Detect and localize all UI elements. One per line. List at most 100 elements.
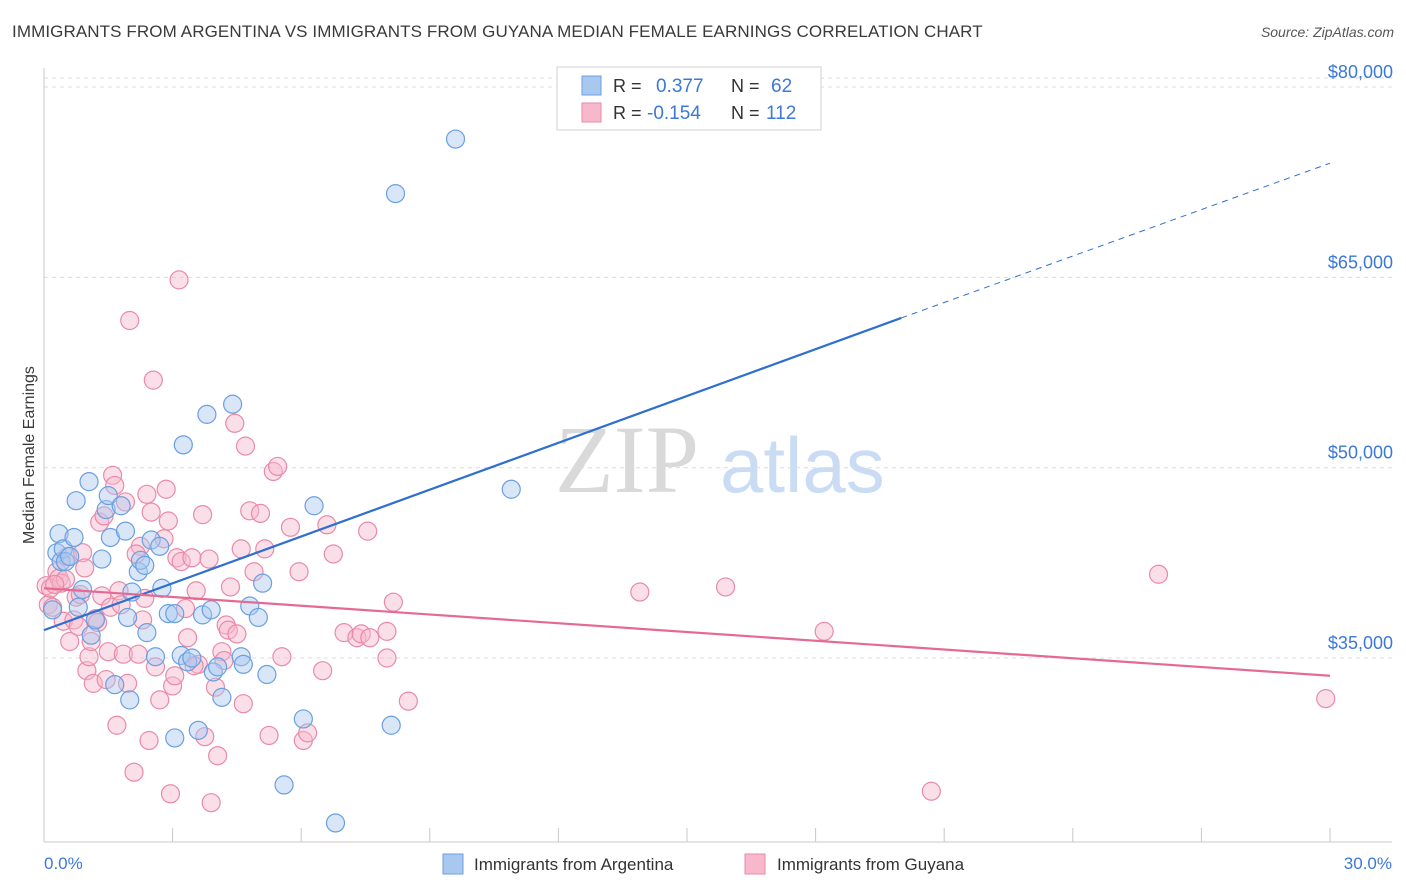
trend-lines [43, 162, 1331, 677]
point-argentina [98, 486, 118, 506]
point-argentina [325, 813, 346, 833]
point-guyana [377, 648, 397, 668]
point-guyana [205, 677, 226, 697]
point-guyana [383, 592, 403, 612]
point-guyana [1148, 564, 1169, 584]
point-argentina [49, 524, 69, 544]
legend-series-swatch-guyana [744, 853, 766, 875]
legend-n-value-blue: 62 [771, 76, 792, 97]
point-guyana [630, 582, 650, 602]
point-argentina [158, 604, 178, 624]
point-argentina [79, 472, 99, 492]
point-guyana [75, 558, 95, 578]
point-guyana [160, 784, 181, 804]
point-argentina [150, 536, 170, 556]
point-guyana [220, 577, 241, 597]
point-guyana [199, 549, 219, 569]
point-guyana [128, 644, 148, 664]
point-guyana [145, 657, 166, 677]
point-argentina [115, 521, 136, 541]
point-guyana [137, 484, 157, 504]
source-credit: Source: ZipAtlas.com [1260, 24, 1394, 40]
y-axis-label: Median Female Earnings [21, 366, 38, 544]
point-guyana [120, 310, 140, 331]
point-argentina [120, 690, 140, 710]
point-guyana [178, 628, 198, 648]
y-tick-label: $65,000 [1328, 252, 1393, 272]
point-argentina [253, 573, 273, 593]
point-guyana [186, 581, 206, 601]
point-argentina [231, 647, 251, 667]
point-guyana [334, 623, 354, 643]
point-argentina [208, 657, 228, 677]
point-argentina [81, 625, 101, 645]
point-argentina [201, 600, 221, 620]
point-guyana [87, 612, 108, 633]
point-argentina [92, 549, 112, 569]
point-guyana [139, 730, 159, 751]
point-argentina [304, 496, 324, 516]
legend-r-value-pink: -0.154 [647, 103, 701, 124]
point-guyana [60, 631, 80, 652]
legend-n-label-blue: N = [731, 76, 760, 96]
legend-swatch-blue [581, 75, 602, 96]
point-argentina [501, 479, 521, 499]
y-axis-tick-labels: $35,000 $50,000 $65,000 $80,000 [1328, 62, 1393, 653]
y-tick-label: $80,000 [1328, 62, 1393, 82]
point-guyana [143, 370, 163, 390]
watermark-zip: ZIP [555, 406, 699, 513]
point-guyana [323, 544, 343, 564]
legend-r-label-blue: R = [613, 76, 642, 96]
point-argentina [165, 604, 185, 624]
series-guyana-points [36, 270, 1336, 813]
point-guyana [105, 475, 125, 496]
point-guyana [233, 694, 253, 714]
point-guyana [289, 562, 309, 582]
trend-line-argentina [43, 316, 902, 632]
point-guyana [141, 502, 161, 522]
point-argentina [182, 648, 202, 668]
point-argentina [233, 654, 253, 674]
point-guyana [45, 574, 65, 595]
point-guyana [113, 644, 133, 664]
point-argentina [145, 647, 166, 667]
point-guyana [182, 548, 202, 568]
point-argentina [197, 404, 217, 424]
point-guyana [208, 746, 228, 766]
point-guyana [98, 642, 118, 662]
point-guyana [268, 456, 288, 477]
point-argentina [188, 720, 208, 740]
point-argentina [135, 555, 155, 575]
point-argentina [117, 607, 138, 628]
point-argentina [66, 491, 86, 511]
point-guyana [259, 725, 279, 746]
x-tick-label-min: 0.0% [44, 854, 83, 873]
point-guyana [165, 666, 185, 686]
x-axis-ticks [43, 828, 1331, 842]
point-guyana [171, 551, 191, 572]
point-guyana [79, 647, 99, 667]
point-argentina [274, 775, 294, 795]
point-guyana [280, 517, 301, 537]
point-argentina [137, 623, 157, 643]
point-guyana [201, 793, 221, 813]
point-guyana [227, 624, 247, 644]
point-argentina [173, 435, 193, 455]
legend-series-label-argentina: Immigrants from Argentina [474, 855, 674, 874]
point-guyana [150, 690, 170, 710]
point-guyana [398, 691, 418, 711]
point-guyana [358, 521, 378, 541]
point-argentina [223, 394, 243, 414]
legend-r-label-pink: R = [613, 103, 642, 123]
legend-n-value-pink: 112 [766, 103, 796, 124]
point-argentina [293, 709, 313, 729]
point-guyana [377, 621, 397, 641]
point-guyana [158, 511, 178, 531]
x-tick-label-max: 30.0% [1344, 854, 1392, 873]
point-guyana [272, 647, 292, 667]
point-argentina [445, 129, 466, 149]
point-argentina [381, 715, 401, 735]
point-guyana [193, 505, 213, 525]
y-tick-label: $50,000 [1328, 443, 1393, 463]
